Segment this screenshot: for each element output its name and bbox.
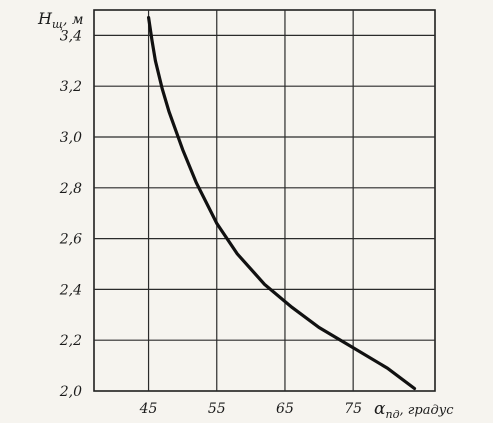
x-tick-label: 75 — [344, 401, 362, 417]
curve-layer — [147, 16, 417, 391]
y-tick-label: 2,2 — [59, 333, 82, 349]
y-tick-label: 2,8 — [59, 181, 82, 197]
y-axis-label-main: H — [37, 9, 53, 28]
y-tick-label: 3,4 — [60, 28, 82, 44]
y-axis-label-unit: , м — [63, 12, 84, 28]
y-axis-label: Hщ, м — [37, 9, 83, 31]
series-line — [147, 16, 417, 391]
y-tick-labels: 2,0 2,2 2,4 2,6 2,8 3,0 3,2 3,4 — [59, 28, 82, 400]
x-tick-label: 65 — [276, 401, 294, 417]
plot-frame — [93, 9, 436, 392]
grid-layer — [94, 10, 435, 391]
x-tick-label: 45 — [139, 401, 158, 417]
x-axis-label-unit: , градус — [400, 403, 455, 418]
x-tick-label: 55 — [208, 401, 226, 417]
x-axis-label-main: α — [374, 399, 386, 419]
y-axis-label-sub: щ — [52, 18, 63, 31]
y-tick-label: 2,0 — [59, 384, 82, 400]
y-tick-label: 2,6 — [59, 232, 82, 248]
x-tick-labels: 45 55 65 75 — [139, 401, 363, 417]
y-tick-label: 3,0 — [60, 130, 82, 146]
x-axis-label-sub: пд — [385, 408, 399, 421]
y-tick-label: 2,4 — [59, 282, 82, 298]
y-tick-label: 3,2 — [60, 79, 82, 95]
x-axis-label: αпд, градус — [374, 399, 454, 421]
